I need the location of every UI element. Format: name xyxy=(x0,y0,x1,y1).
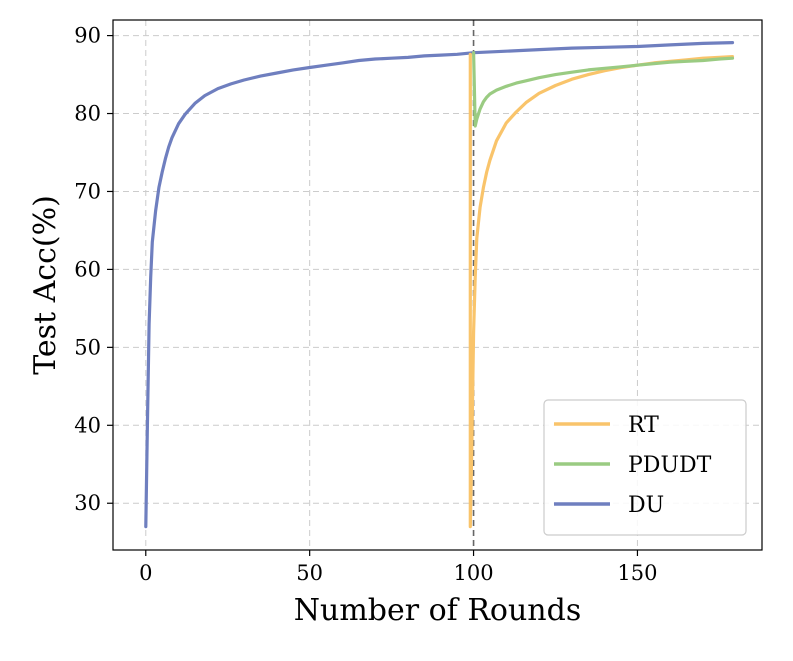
legend-label-rt: RT xyxy=(628,413,659,438)
series-layer xyxy=(144,41,735,529)
y-axis-title: Test Acc(%) xyxy=(28,195,63,375)
x-axis-title: Number of Rounds xyxy=(294,593,581,628)
x-tick-label: 150 xyxy=(617,561,657,585)
series-line-du xyxy=(144,41,735,529)
legend-label-pdudt: PDUDT xyxy=(628,453,712,478)
series-line-pdudt xyxy=(472,51,735,128)
legend-box xyxy=(543,399,747,536)
y-tick-label: 90 xyxy=(74,24,101,48)
y-tick-label: 60 xyxy=(74,257,101,281)
ticks: 0 50 100 150 30 40 50 60 70 80 90 xyxy=(74,24,657,585)
y-tick-label: 70 xyxy=(74,179,101,203)
y-tick-label: 50 xyxy=(74,335,101,359)
legend: RT PDUDT DU xyxy=(543,399,747,536)
legend-label-du: DU xyxy=(628,493,664,518)
x-tick-label: 0 xyxy=(139,561,152,585)
plot-frame xyxy=(112,19,763,551)
y-tick-label: 40 xyxy=(74,413,101,437)
x-tick-label: 50 xyxy=(296,561,323,585)
y-tick-label: 80 xyxy=(74,102,101,126)
y-tick-label: 30 xyxy=(74,491,101,515)
x-tick-label: 100 xyxy=(454,561,494,585)
